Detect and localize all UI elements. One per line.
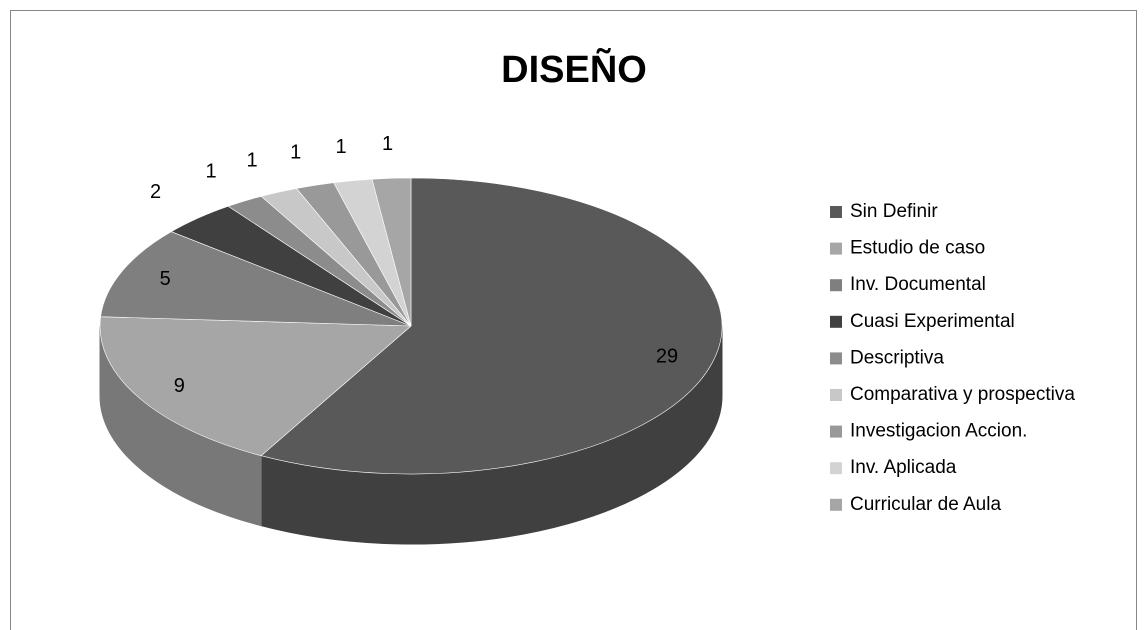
legend-label: Comparativa y prospectiva: [850, 384, 1075, 405]
legend-swatch: [830, 425, 842, 438]
legend-label: Cuasi Experimental: [850, 311, 1015, 332]
legend-label: Inv. Aplicada: [850, 457, 957, 478]
legend-label: Inv. Documental: [850, 274, 986, 295]
legend-label: Estudio de caso: [850, 238, 985, 259]
data-label: 1: [247, 150, 258, 172]
slice: [260, 177, 723, 475]
legend-swatch: [830, 242, 842, 255]
chart-frame: [10, 10, 1137, 630]
legend-label: Descriptiva: [850, 347, 944, 368]
data-label: 1: [382, 133, 393, 155]
legend-swatch: [830, 352, 842, 365]
data-label: 2: [150, 181, 161, 203]
legend-label: Curricular de Aula: [850, 494, 1001, 515]
data-label: 1: [290, 141, 301, 163]
legend-swatch: [830, 206, 842, 218]
legend-swatch: [830, 389, 842, 401]
data-label: 1: [336, 136, 347, 158]
data-label: 5: [160, 268, 171, 290]
slice: [100, 231, 412, 327]
legend-swatch: [830, 279, 842, 292]
legend-swatch: [830, 315, 842, 328]
data-label: 29: [656, 346, 678, 368]
chart-title: DISEÑO: [501, 47, 647, 91]
legend-label: Investigacion Accion.: [850, 421, 1027, 442]
data-label: 9: [174, 375, 185, 397]
legend-label: Sin Definir: [850, 201, 938, 222]
legend-swatch: [830, 462, 842, 475]
slice: [371, 177, 412, 327]
legend-swatch: [830, 498, 842, 511]
data-label: 1: [205, 160, 216, 182]
slice: [99, 316, 412, 457]
